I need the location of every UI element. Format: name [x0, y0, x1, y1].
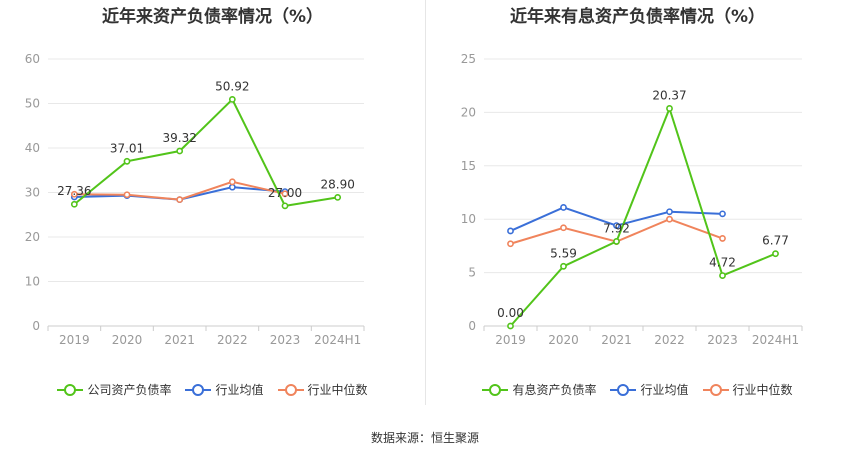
x-tick-label: 2019: [495, 333, 526, 347]
y-tick-label: 0: [468, 319, 476, 333]
legend-item[interactable]: 有息资产负债率: [482, 381, 596, 398]
data-point: [228, 96, 236, 103]
data-point: [719, 235, 726, 242]
debt-ratio-chart: 0 10 20 30 40 50 60 2019 2020 2021 2022 2023 2024H1 2…: [25, 52, 365, 347]
y-tick-label: 10: [25, 275, 40, 289]
x-tick-label: 2022: [217, 333, 248, 347]
y-tick-label: 20: [461, 105, 476, 119]
legend-marker-icon: [610, 383, 637, 396]
data-point: [719, 210, 726, 218]
data-label: 50.92: [215, 79, 249, 93]
legend-marker-icon: [277, 383, 304, 396]
data-point: [560, 262, 567, 270]
data-point: [70, 190, 78, 198]
data-point: [70, 200, 78, 208]
y-tick-label: 0: [32, 319, 40, 333]
legend-marker-icon: [185, 383, 212, 396]
data-point: [334, 193, 342, 201]
data-point: [613, 222, 620, 230]
data-point: [772, 250, 779, 258]
legend-marker-icon: [482, 383, 509, 396]
data-point: [507, 322, 514, 330]
data-label: 4.72: [709, 256, 736, 270]
data-point: [613, 238, 620, 245]
legend-item[interactable]: 行业均值: [610, 381, 689, 398]
legend-label: 行业均值: [640, 383, 689, 397]
data-point: [560, 204, 567, 211]
x-tick-label: 2019: [59, 333, 90, 347]
y-tick-label: 10: [461, 212, 476, 226]
legend-item[interactable]: 公司资产负债率: [57, 381, 171, 398]
data-label: 27.36: [57, 184, 91, 198]
x-tick-label: 2021: [601, 333, 632, 347]
x-tick-label: 2023: [270, 333, 301, 347]
chart-title: 近年来资产负债率情况（%）: [101, 7, 324, 27]
y-tick-label: 20: [25, 230, 40, 244]
legend-marker-icon: [57, 383, 84, 396]
legend-label: 公司资产负债率: [87, 383, 172, 397]
right-chart-panel: 近年来有息资产负债率情况（%） 0 5 10 15 20 25 2019 2020 2021 20…: [425, 0, 850, 420]
data-label: 39.32: [162, 131, 196, 145]
y-tick-label: 5: [468, 266, 476, 280]
chart-legend: 有息资产负债率 行业均值 行业中位数: [425, 381, 850, 398]
x-tick-label: 2020: [548, 333, 579, 347]
data-point: [123, 157, 131, 165]
data-point: [666, 208, 673, 216]
data-point: [281, 190, 289, 198]
x-tick-label: 2021: [164, 333, 195, 347]
y-tick-label: 25: [461, 52, 476, 66]
interest-bearing-debt-ratio-chart: 0 5 10 15 20 25 2019 2020 2021 2022 2023 2024H1 0.00…: [461, 52, 803, 347]
data-label: 5.59: [550, 246, 577, 260]
data-point: [666, 215, 673, 223]
legend-item[interactable]: 行业中位数: [277, 381, 368, 398]
x-tick-label: 2022: [654, 333, 685, 347]
x-tick-label: 2024H1: [314, 333, 361, 347]
data-source-note: 数据来源：恒生聚源: [370, 431, 479, 445]
legend-label: 有息资产负债率: [512, 383, 597, 397]
data-point: [507, 227, 514, 235]
y-tick-label: 50: [25, 97, 40, 111]
left-chart-panel: 近年来资产负债率情况（%） 0 10 20 30 40 50 60 2019 2020 2021 2…: [0, 0, 425, 420]
data-point: [281, 202, 289, 210]
series-line: [509, 105, 776, 327]
data-point: [176, 196, 184, 204]
data-point: [560, 224, 567, 232]
chart-title: 近年来有息资产负债率情况（%）: [509, 7, 766, 27]
data-label: 0.00: [497, 306, 524, 320]
y-tick-label: 30: [25, 186, 40, 200]
data-point: [123, 191, 131, 199]
x-tick-label: 2024H1: [752, 333, 799, 347]
legend-label: 行业中位数: [732, 383, 793, 397]
y-tick-label: 40: [25, 141, 40, 155]
legend-item[interactable]: 行业中位数: [702, 381, 793, 398]
data-label: 6.77: [762, 234, 789, 248]
data-label: 20.37: [652, 88, 686, 102]
data-point: [507, 240, 514, 248]
y-tick-label: 60: [25, 52, 40, 66]
data-label: 7.92: [603, 221, 630, 235]
x-tick-label: 2020: [112, 333, 143, 347]
data-label: 28.90: [320, 177, 354, 191]
legend-label: 行业中位数: [307, 383, 368, 397]
chart-legend: 公司资产负债率 行业均值 行业中位数: [0, 381, 425, 398]
data-point: [176, 147, 184, 155]
data-point: [228, 178, 236, 186]
x-tick-label: 2023: [707, 333, 738, 347]
legend-marker-icon: [702, 383, 729, 396]
data-point: [228, 183, 236, 191]
data-point: [719, 272, 726, 279]
data-label: 27.00: [268, 186, 302, 200]
series-line: [73, 97, 338, 207]
legend-label: 行业均值: [215, 383, 264, 397]
y-tick-label: 15: [461, 159, 476, 173]
legend-item[interactable]: 行业均值: [185, 381, 264, 398]
data-point: [666, 105, 673, 112]
data-label: 37.01: [110, 141, 144, 155]
panel-divider: [425, 0, 426, 405]
